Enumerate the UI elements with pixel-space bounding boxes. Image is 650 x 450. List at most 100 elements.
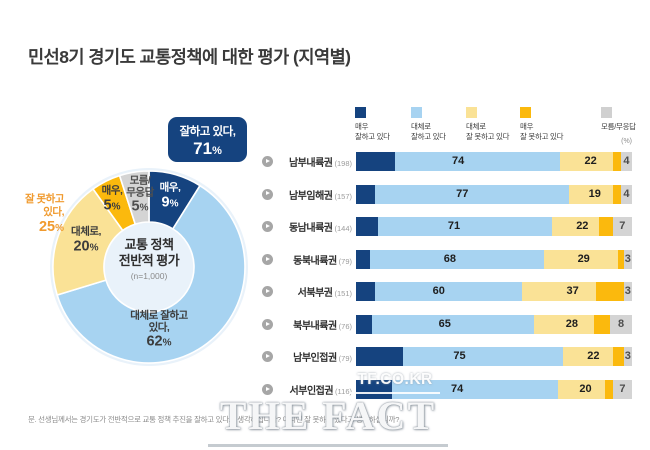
donut-slice-1 xyxy=(56,184,246,364)
bar-value-label: 60 xyxy=(432,285,445,298)
bar-value-label: 19 xyxy=(588,187,601,200)
bar-value-label: 7 xyxy=(619,382,626,395)
bar-value-label: 28 xyxy=(565,317,578,330)
bar-value-label: 22 xyxy=(576,220,589,233)
bar-value-label: 29 xyxy=(577,252,590,265)
bar-value-label: 37 xyxy=(566,285,579,298)
bar-segment-4 xyxy=(623,282,632,302)
bar-segment-0 xyxy=(356,379,392,399)
bar-segment-4 xyxy=(612,379,632,399)
legend-item-2: 대체로 잘 못하고 있다 xyxy=(466,107,509,141)
bar-segment-1 xyxy=(391,379,559,399)
unit-label: (%) xyxy=(621,138,632,145)
bar-segment-3 xyxy=(618,249,624,269)
bar-value-label: 4 xyxy=(623,155,630,167)
bar-segment-2 xyxy=(560,152,613,171)
legend-item-3: 매우 잘 못하고 있다 xyxy=(520,107,563,141)
page-title: 민선8기 경기도 교통정책에 대한 평가 (지역별) xyxy=(28,47,351,67)
bar-value-label: 75 xyxy=(453,350,466,363)
donut-label-2: 대체로, 20% xyxy=(71,225,101,254)
negative-total-label: 잘 못하고 있다, 25% xyxy=(0,193,65,237)
bar-segment-0 xyxy=(356,282,376,302)
stacked-bar: 74 20 7 xyxy=(356,379,632,399)
legend-label: 대체로 잘 못하고 있다 xyxy=(466,122,510,141)
donut-center-title: 교통 정책 전반적 평가 xyxy=(118,237,180,268)
bar-value-label: 22 xyxy=(584,155,597,167)
bar-value-label: 71 xyxy=(447,220,461,233)
bar-segment-4 xyxy=(620,152,632,171)
legend-label: 매우 잘하고 있다 xyxy=(355,122,390,141)
bar-segment-4 xyxy=(610,314,632,334)
bar-value-label: 7 xyxy=(619,220,626,233)
region-label: 동남내륙권 (144) xyxy=(288,223,352,235)
chevron-circle-icon xyxy=(262,318,273,330)
chevron-circle-icon xyxy=(262,188,273,200)
legend-swatch xyxy=(520,107,531,118)
bar-segment-4 xyxy=(623,249,632,269)
region-label: 남부내륙권 (198) xyxy=(288,158,352,169)
negative-total-text: 잘 못하고 있다, xyxy=(24,193,65,218)
donut-label-1: 대체로 잘하고 있다, 62% xyxy=(130,309,188,350)
region-label: 서북부권 (151) xyxy=(297,288,352,300)
bar-segment-0 xyxy=(356,249,370,269)
chevron-circle-icon xyxy=(262,156,273,167)
bar-value-label: 22 xyxy=(587,350,600,363)
positive-total-value: 71% xyxy=(193,139,222,158)
legend-swatch xyxy=(411,107,422,118)
donut-svg xyxy=(50,168,248,366)
region-label: 남부인접권 (79) xyxy=(293,353,352,365)
bar-segment-2 xyxy=(563,347,613,367)
bar-segment-1 xyxy=(372,314,534,334)
watermark-logo: THE FACT xyxy=(208,392,448,447)
bar-segment-2 xyxy=(521,282,597,302)
chevron-circle-icon xyxy=(262,286,273,298)
stacked-bar: 60 37 3 xyxy=(356,282,632,302)
bar-value-label: 3 xyxy=(624,350,631,363)
donut-label-0: 매우, 9% xyxy=(159,181,181,210)
donut-label-4: 모름/무응답 5% xyxy=(126,174,154,215)
bar-segment-1 xyxy=(375,184,569,204)
footnote: 문. 선생님께서는 경기도가 전반적으로 교통 정책 추진을 잘하고 있다고 생… xyxy=(28,415,400,424)
bar-segment-3 xyxy=(612,152,621,171)
bar-segment-1 xyxy=(369,249,544,269)
donut-sample-size: (n=1,000) xyxy=(130,271,168,281)
bar-segment-3 xyxy=(612,347,624,367)
legend-swatch xyxy=(466,107,477,118)
legend-label: 매우 잘 못하고 있다 xyxy=(520,122,564,141)
bar-segment-0 xyxy=(356,152,395,171)
bar-value-label: 8 xyxy=(618,317,625,330)
bar-segment-1 xyxy=(394,152,561,171)
positive-total-callout: 잘하고 있다, 71% xyxy=(168,117,247,162)
stacked-bar: 65 28 8 xyxy=(356,314,632,334)
bar-segment-3 xyxy=(612,184,621,204)
bar-segment-4 xyxy=(620,184,632,204)
bar-value-label: 74 xyxy=(451,155,465,167)
bar-segment-1 xyxy=(375,282,522,302)
bar-value-label: 68 xyxy=(443,252,456,265)
bar-segment-0 xyxy=(356,347,403,367)
stacked-bar: 74 22 4 xyxy=(356,152,632,171)
bar-segment-4 xyxy=(612,217,632,237)
legend-swatch xyxy=(601,107,612,118)
bar-value-label: 65 xyxy=(438,317,451,330)
donut-center-label: 교통 정책 전반적 평가 (n=1,000) xyxy=(89,237,209,281)
bar-segment-3 xyxy=(596,282,624,302)
bar-segment-3 xyxy=(598,217,613,237)
positive-total-text: 잘하고 있다, xyxy=(179,126,236,138)
legend-item-1: 대체로 잘하고 있다 xyxy=(411,107,446,141)
stacked-bar: 77 19 4 xyxy=(356,184,632,204)
legend-item-0: 매우 잘하고 있다 xyxy=(355,107,390,141)
negative-total-value: 25% xyxy=(38,219,64,235)
bar-segment-2 xyxy=(543,249,619,269)
watermark-site-url: TF.CO.KR xyxy=(350,371,440,394)
bar-segment-4 xyxy=(623,347,633,367)
chevron-circle-icon xyxy=(262,383,273,395)
stacked-bar: 71 22 7 xyxy=(356,217,632,237)
legend-label: 대체로 잘하고 있다 xyxy=(411,122,446,141)
region-label: 동북내륙권 (79) xyxy=(293,255,352,267)
bar-value-label: 3 xyxy=(624,285,631,298)
bar-value-label: 3 xyxy=(624,252,631,265)
bar-segment-2 xyxy=(533,314,594,334)
